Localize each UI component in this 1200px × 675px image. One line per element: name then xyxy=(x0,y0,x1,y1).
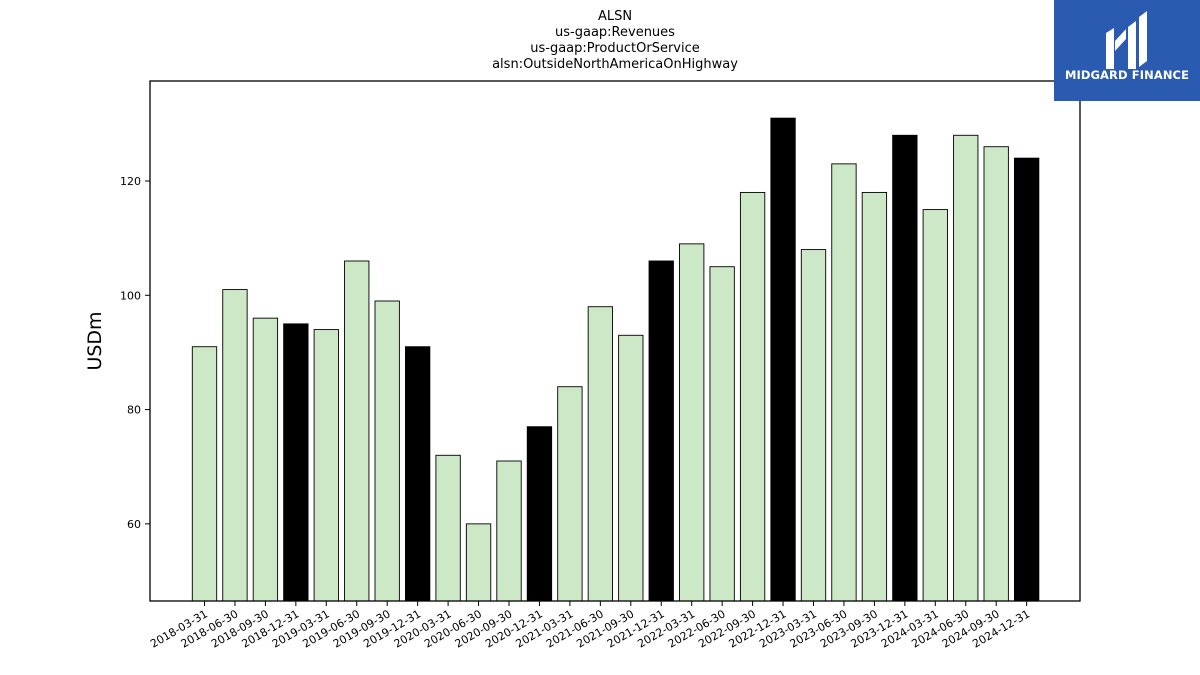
bar-2022-12-31 xyxy=(770,117,796,602)
bar-2023-06-30 xyxy=(831,163,857,602)
plot-frame xyxy=(149,80,1081,602)
bar-2022-06-30 xyxy=(709,266,735,602)
bar-2022-03-31 xyxy=(679,243,705,602)
y-tick-label-80: 80 xyxy=(127,404,141,417)
bar-2018-06-30 xyxy=(222,289,248,602)
midgard-m-logo-icon xyxy=(1106,11,1147,69)
midgard-finance-logo: MIDGARD FINANCE xyxy=(1054,0,1200,101)
chart-title: ALSNus-gaap:Revenuesus-gaap:ProductOrSer… xyxy=(492,9,738,72)
bar-2023-03-31 xyxy=(800,249,827,602)
bar-2019-09-30 xyxy=(374,300,400,602)
bar-2021-03-31 xyxy=(557,386,583,602)
bar-2020-03-31 xyxy=(435,454,461,602)
bar-2023-12-31 xyxy=(892,134,918,602)
y-tick-label-60: 60 xyxy=(127,518,141,531)
y-tick-label-100: 100 xyxy=(120,289,141,302)
bar-2024-06-30 xyxy=(953,134,979,602)
bar-2024-12-31 xyxy=(1014,157,1040,602)
title-line-3: alsn:OutsideNorthAmericaOnHighway xyxy=(492,57,738,72)
logo-text: MIDGARD FINANCE xyxy=(1064,68,1190,82)
bar-2018-09-30 xyxy=(252,317,279,602)
y-axis: 60 80 100 120 xyxy=(120,175,150,531)
title-line-0: ALSN xyxy=(598,9,632,24)
bar-2020-06-30 xyxy=(465,523,492,602)
bar-2020-09-30 xyxy=(496,460,522,602)
bar-2021-06-30 xyxy=(587,306,614,602)
bar-2021-12-31 xyxy=(648,260,674,602)
bar-2020-12-31 xyxy=(526,426,553,602)
bars-group xyxy=(191,117,1040,602)
y-axis-label: USDm xyxy=(84,311,106,370)
bar-2024-03-31 xyxy=(922,209,948,602)
title-line-1: us-gaap:Revenues xyxy=(555,25,675,40)
bar-2019-06-30 xyxy=(344,260,370,602)
bar-2021-09-30 xyxy=(618,334,644,602)
bar-2023-09-30 xyxy=(861,191,888,602)
bar-2022-09-30 xyxy=(739,191,766,602)
bar-2018-03-31 xyxy=(191,346,218,602)
bar-2018-12-31 xyxy=(283,323,309,602)
y-tick-label-120: 120 xyxy=(120,175,141,188)
x-axis: 2018-03-312018-06-302018-09-302018-12-31… xyxy=(148,601,1032,651)
bar-2024-09-30 xyxy=(983,146,1009,602)
title-line-2: us-gaap:ProductOrService xyxy=(530,41,700,56)
bar-2019-03-31 xyxy=(313,329,339,602)
bar-2019-12-31 xyxy=(405,346,431,602)
